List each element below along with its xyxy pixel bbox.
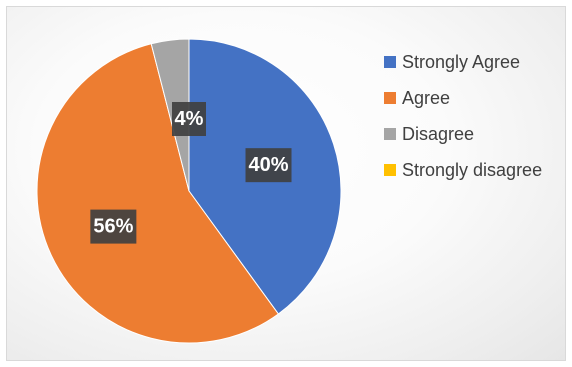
legend-label-strongly-disagree: Strongly disagree <box>402 160 542 181</box>
legend-swatch-disagree <box>384 128 396 140</box>
legend-label-strongly-agree: Strongly Agree <box>402 52 520 73</box>
svg-text:4%: 4% <box>175 108 204 130</box>
legend-swatch-strongly-disagree <box>384 164 396 176</box>
legend-swatch-agree <box>384 92 396 104</box>
pie-slices <box>37 39 341 343</box>
legend-item-agree: Agree <box>384 84 542 112</box>
svg-text:56%: 56% <box>93 216 133 238</box>
legend-swatch-strongly-agree <box>384 56 396 68</box>
legend-label-agree: Agree <box>402 88 450 109</box>
legend-item-disagree: Disagree <box>384 120 542 148</box>
legend-item-strongly-disagree: Strongly disagree <box>384 156 542 184</box>
data-label-strongly-agree: 40% <box>246 148 292 182</box>
data-label-disagree: 4% <box>172 102 206 136</box>
data-label-agree: 56% <box>90 210 136 244</box>
chart-legend: Strongly Agree Agree Disagree Strongly d… <box>384 48 542 192</box>
svg-text:40%: 40% <box>248 154 288 176</box>
legend-item-strongly-agree: Strongly Agree <box>384 48 542 76</box>
legend-label-disagree: Disagree <box>402 124 474 145</box>
